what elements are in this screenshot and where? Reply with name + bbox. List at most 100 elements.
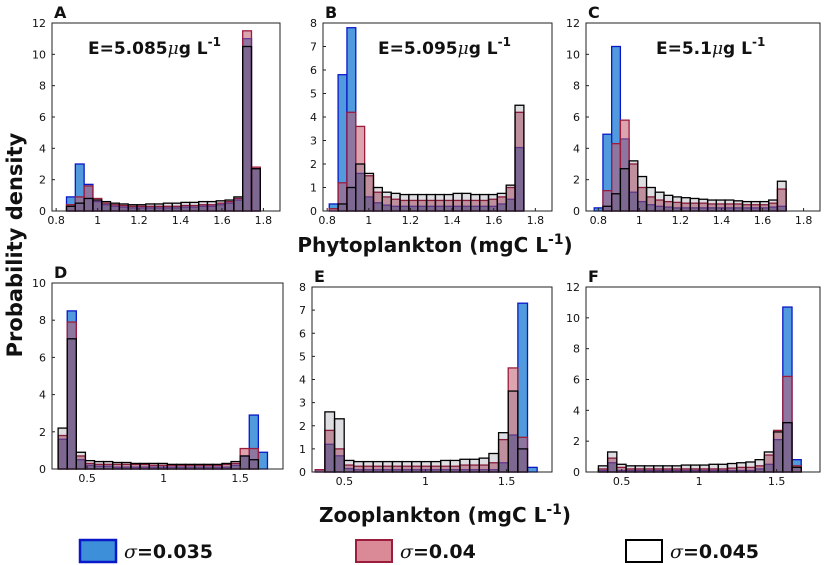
- y-tick-label: 2: [573, 435, 580, 448]
- bar-d-black-18: [221, 462, 232, 470]
- x-tick-label: 1: [696, 475, 703, 488]
- bar-c-black-6: [645, 186, 656, 212]
- y-tick-label: 8: [573, 80, 580, 93]
- y-tick-label: 8: [39, 80, 46, 93]
- y-tick-label: 1: [299, 443, 306, 456]
- bar-f-black-15: [736, 462, 747, 473]
- bar-e-black-17: [478, 457, 490, 473]
- x-tick-label: 1.4: [713, 214, 731, 227]
- series-black: [337, 104, 525, 212]
- x-tick-label: 1.5: [498, 475, 516, 488]
- y-tick-label: 2: [299, 420, 306, 433]
- panel-f: 0 2 4 6 8 10 12 0.5 1 1.5 F: [566, 267, 821, 488]
- legend-swatch-black: [625, 539, 663, 563]
- bar-c-black-14: [715, 199, 726, 212]
- energy-annotation: E=5.1μg L-1: [656, 35, 765, 59]
- bar-b-black-14: [452, 192, 463, 212]
- bar-c-black-5: [637, 175, 648, 212]
- bar-a-black-13: [180, 201, 191, 212]
- bar-b-black-11: [425, 193, 437, 212]
- y-tick-label: 8: [299, 281, 306, 294]
- bar-a-black-17: [215, 200, 226, 212]
- y-tick-label: 7: [310, 41, 317, 54]
- series-black: [57, 338, 260, 470]
- bar-a-black-6: [118, 203, 129, 212]
- bar-a-black-0: [65, 205, 76, 212]
- y-tick-label: 12: [566, 281, 580, 294]
- y-tick-label: 7: [299, 304, 306, 317]
- bar-f-black-4: [634, 465, 646, 473]
- bar-f-black-18: [763, 451, 775, 473]
- bar-c-black-15: [724, 199, 735, 212]
- y-axis-label: Probability density: [3, 132, 27, 357]
- bar-c-black-8: [663, 194, 674, 212]
- y-tick-label: 4: [573, 142, 580, 155]
- bar-d-black-8: [130, 462, 141, 470]
- bar-d-black-5: [102, 460, 114, 470]
- bar-b-black-12: [434, 193, 445, 212]
- bar-e-black-20: [507, 390, 519, 473]
- bar-b-black-4: [363, 172, 375, 212]
- bar-d-black-16: [203, 463, 214, 470]
- y-tick-label: 2: [310, 158, 317, 171]
- bar-b-black-3: [355, 163, 366, 212]
- x-tick-label: 1: [160, 472, 167, 485]
- bar-f-black-21: [791, 466, 802, 473]
- bar-a-black-19: [233, 196, 244, 212]
- y-tick-label: 0: [39, 205, 46, 218]
- series-blue: [65, 38, 261, 212]
- legend-label-sigma-0-035: σ=0.035: [124, 541, 213, 563]
- panel-c: 0 2 4 6 8 10 12 0.8 1 1.2 1.4 1.6 1.8 C E=5.1μg L-1: [566, 3, 821, 227]
- y-tick-label: 5: [310, 88, 317, 101]
- bar-a-black-5: [109, 202, 121, 212]
- y-tick-label: 10: [32, 48, 46, 61]
- bar-e-black-6: [372, 460, 384, 473]
- bar-f-black-17: [754, 459, 766, 473]
- bar-d-black-21: [248, 459, 260, 470]
- series-black: [602, 160, 787, 212]
- bar-b-black-2: [346, 186, 357, 212]
- x-tick-label: 1.4: [443, 214, 461, 227]
- y-tick-label: 4: [39, 142, 46, 155]
- row2-x-axis-label: Zooplankton (mgC L-1): [319, 502, 571, 527]
- bar-d-black-9: [139, 462, 150, 470]
- y-tick-label: 4: [573, 404, 580, 417]
- series-black: [65, 45, 261, 212]
- y-tick-label: 10: [566, 48, 580, 61]
- bar-d-black-11: [157, 462, 168, 470]
- bar-f-black-8: [671, 465, 683, 473]
- bar-c-black-11: [689, 197, 700, 212]
- bar-f-black-5: [643, 465, 655, 473]
- y-tick-label: 4: [310, 111, 317, 124]
- x-tick-label: 1.2: [402, 214, 420, 227]
- y-tick-label: 8: [39, 314, 46, 327]
- y-tick-label: 1: [310, 182, 317, 195]
- bar-d-black-17: [212, 463, 223, 470]
- bar-a-black-16: [206, 200, 217, 212]
- bar-b-black-20: [505, 184, 516, 212]
- legend-item-sigma-0-035: σ=0.035: [78, 538, 213, 564]
- bar-b-black-19: [496, 192, 507, 212]
- series-blue: [57, 310, 269, 470]
- bar-f-black-7: [662, 465, 673, 473]
- x-tick-label: 1.5: [231, 472, 249, 485]
- bar-e-black-12: [430, 460, 442, 473]
- bar-c-black-21: [776, 180, 787, 212]
- bar-b-black-15: [461, 192, 472, 212]
- bar-f-black-1: [606, 451, 618, 473]
- bar-e-black-5: [362, 460, 374, 473]
- y-tick-label: 2: [39, 426, 46, 439]
- bar-a-black-8: [136, 204, 147, 212]
- bar-d-black-19: [230, 460, 241, 470]
- bar-c-black-12: [698, 198, 709, 212]
- x-tick-label: 1.6: [485, 214, 503, 227]
- bar-b-black-7: [390, 192, 401, 212]
- bar-e-black-18: [488, 452, 500, 473]
- bar-d-black-14: [184, 463, 196, 470]
- bar-e-black-3: [343, 459, 355, 473]
- bar-b-black-1: [337, 203, 348, 212]
- x-tick-label: 1: [94, 214, 101, 227]
- y-tick-label: 12: [566, 17, 580, 30]
- bar-a-black-14: [189, 201, 200, 212]
- bar-b-black-6: [381, 191, 392, 212]
